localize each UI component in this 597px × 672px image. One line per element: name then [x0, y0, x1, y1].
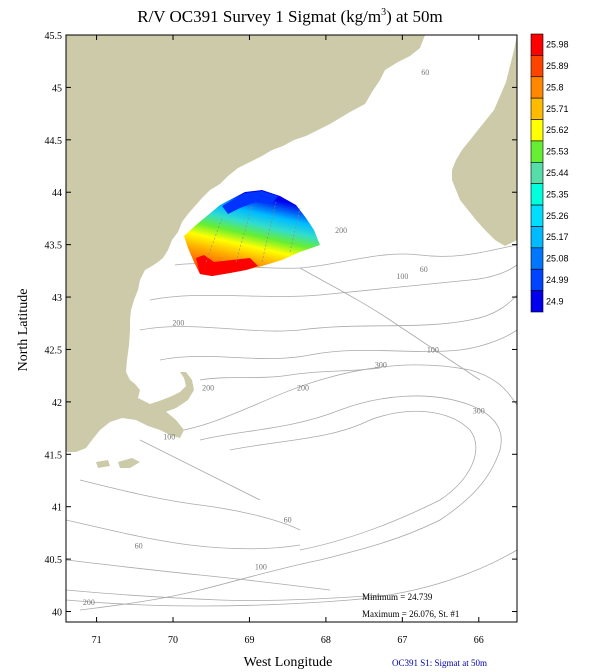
isobath-label: 60: [135, 542, 143, 551]
isobath-label: 100: [396, 272, 408, 281]
isobath-lines: [66, 244, 517, 611]
land-new-england: [66, 35, 425, 452]
colorbar-label: 25.53: [546, 147, 569, 157]
y-tick-label: 44: [52, 188, 62, 199]
isobath-label: 60: [421, 68, 429, 77]
colorbar-label: 25.17: [546, 232, 569, 242]
sigmat-survey-field: [184, 190, 320, 276]
colorbar-swatch: [530, 183, 544, 206]
plot-frame: [65, 34, 518, 623]
x-tick-label: 67: [397, 635, 407, 646]
y-tick-label: 40.5: [45, 555, 63, 566]
isobath-label: 300: [473, 406, 485, 415]
colorbar-label: 25.08: [546, 254, 569, 264]
x-tick-label: 69: [244, 635, 254, 646]
colorbar: 25.98 25.89 25.8 25.71 25.62 25.53 25.44 25.35 2…: [530, 33, 569, 313]
colorbar-swatch: [530, 97, 544, 120]
colorbar-swatch: [530, 204, 544, 227]
isobath-label: 300: [375, 360, 387, 369]
isobath-label: 200: [202, 383, 214, 392]
colorbar-swatch: [530, 226, 544, 249]
isobath-label: 200: [297, 383, 309, 392]
land-nova-scotia: [452, 35, 517, 246]
isobath-label: 60: [420, 265, 428, 274]
colorbar-swatch: [530, 290, 544, 313]
station-tracks: [205, 201, 301, 263]
isobath-label: 60: [284, 515, 292, 524]
y-axis-ticks: 45.5 45 44.5 44 43.5 43 42.5 42 41.5 41 40.5 40: [45, 31, 517, 619]
land-islands: [96, 458, 140, 468]
colorbar-swatch: [530, 33, 544, 56]
x-axis-label: West Longitude: [244, 655, 333, 670]
sigmat-high-zone: [196, 255, 258, 276]
x-tick-label: 66: [474, 635, 484, 646]
colorbar-swatch: [530, 140, 544, 163]
colorbar-swatch: [530, 55, 544, 78]
y-tick-label: 43.5: [45, 241, 63, 252]
isobath-labels: 60 200 100 60 200 300 100 200 200 300 100 60 60 100 20…: [83, 68, 485, 607]
colorbar-label: 25.89: [546, 61, 569, 71]
y-tick-label: 45.5: [45, 31, 63, 42]
map-area: 60 200 100 60 200 300 100 200 200 300 100 60 60 100 20…: [66, 35, 517, 622]
x-tick-label: 71: [92, 635, 102, 646]
colorbar-label: 25.26: [546, 211, 569, 221]
colorbar-swatch: [530, 247, 544, 270]
figure-caption: OC391 S1: Sigmat at 50m: [392, 658, 487, 668]
colorbar-swatch: [530, 162, 544, 184]
colorbar-label: 25.44: [546, 168, 569, 178]
y-tick-label: 45: [52, 83, 62, 94]
sigmat-low-zone: [222, 191, 278, 214]
y-tick-label: 41: [52, 503, 62, 514]
colorbar-swatch: [530, 76, 544, 99]
isobath-label: 100: [255, 563, 267, 572]
colorbar-label: 25.71: [546, 104, 569, 114]
isobath-label: 100: [427, 346, 439, 355]
y-tick-label: 40: [52, 608, 62, 619]
map-title: R/V OC391 Survey 1 Sigmat (kg/m3) at 50m: [137, 7, 443, 26]
x-tick-label: 70: [168, 635, 178, 646]
land-cape-cod: [150, 372, 194, 414]
isobath-label: 200: [83, 598, 95, 607]
isobath-label: 100: [163, 433, 175, 442]
colorbar-swatch: [530, 119, 544, 142]
colorbar-label: 25.62: [546, 125, 569, 135]
y-tick-label: 42.5: [45, 345, 63, 356]
colorbar-swatch: [530, 268, 544, 291]
colorbar-label: 25.98: [546, 40, 569, 50]
isobath-label: 200: [335, 226, 347, 235]
y-axis-label: North Latitude: [16, 289, 31, 372]
y-tick-label: 43: [52, 293, 62, 304]
maximum-label: Maximum = 26.076, St. #1: [362, 609, 459, 619]
minimum-label: Minimum = 24.739: [362, 592, 433, 602]
colorbar-label: 25.35: [546, 189, 569, 199]
isobath-label: 200: [172, 318, 184, 327]
y-tick-label: 44.5: [45, 136, 63, 147]
x-tick-label: 68: [321, 635, 331, 646]
colorbar-label: 25.8: [546, 82, 564, 92]
x-axis-ticks: 71 70 69 68 67 66: [92, 35, 484, 646]
y-tick-label: 41.5: [45, 450, 63, 461]
colorbar-label: 24.9: [546, 296, 564, 306]
y-tick-label: 42: [52, 398, 62, 409]
colorbar-label: 24.99: [546, 275, 569, 285]
